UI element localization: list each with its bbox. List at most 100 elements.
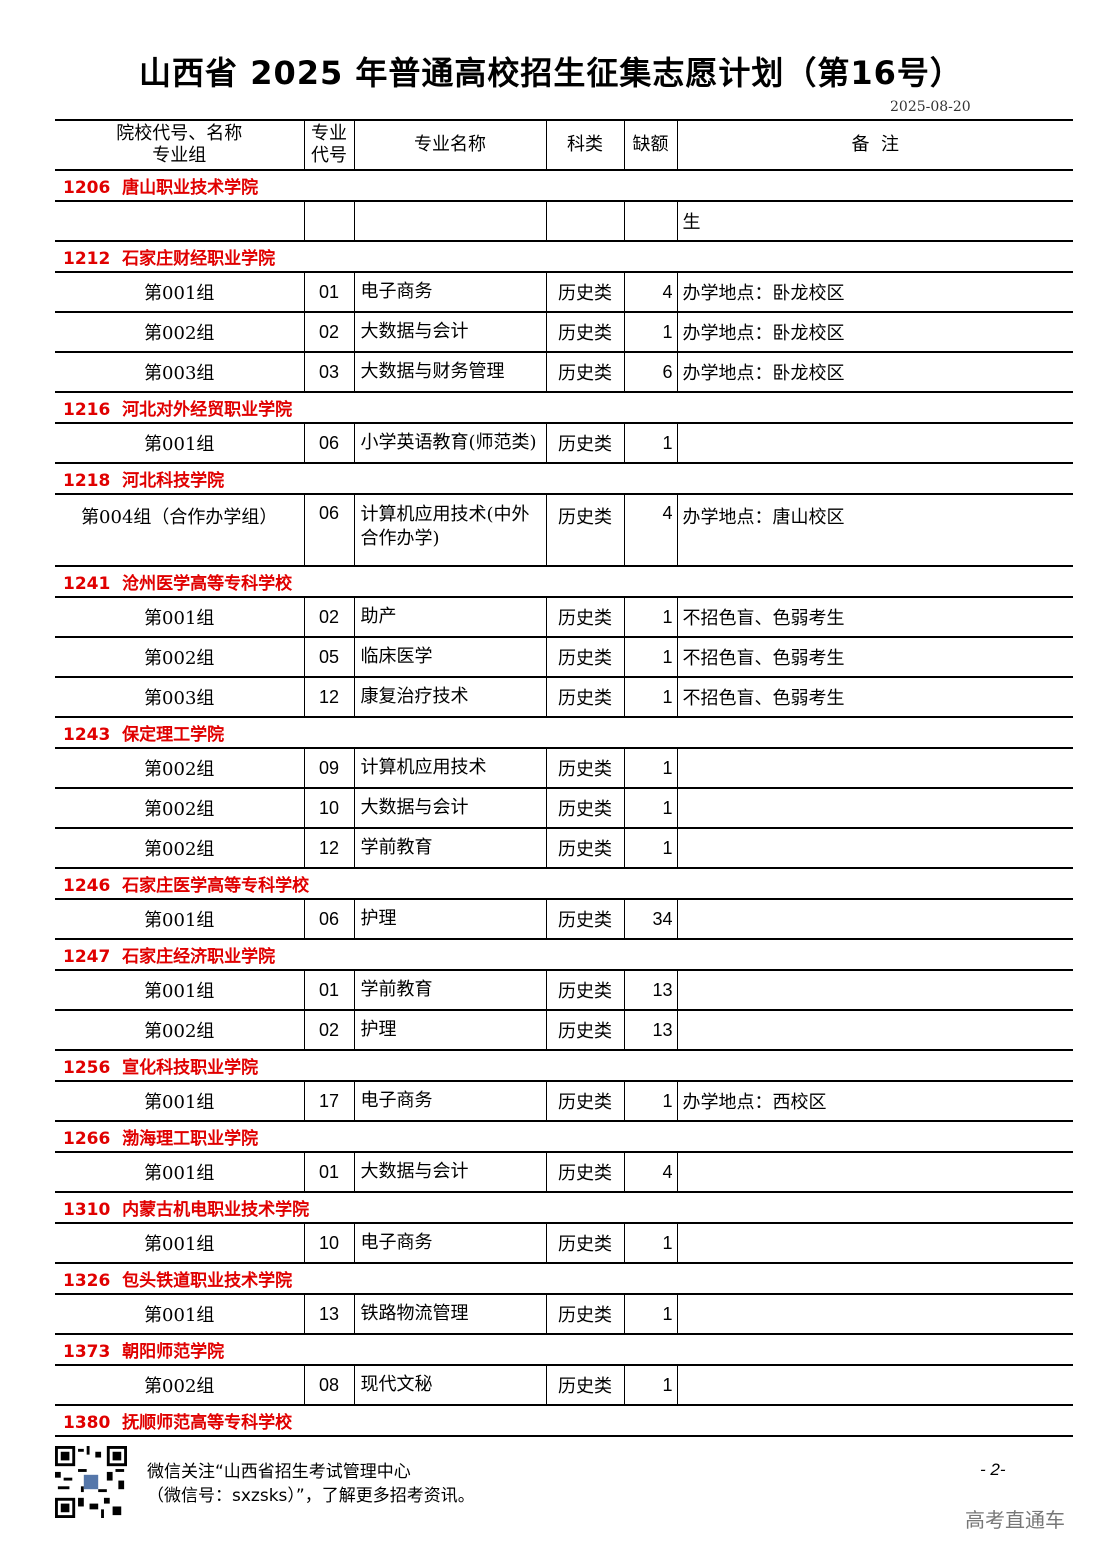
group-cell: 第001组: [55, 969, 304, 1011]
major-code-cell: 10: [303, 787, 354, 829]
col-major-code: 专业 代号: [303, 119, 354, 171]
major-name-cell: 计算机应用技术: [353, 747, 546, 789]
quota-cell: 1: [623, 311, 677, 353]
group-cell: 第002组: [55, 311, 304, 353]
table-row: 第001组 10 电子商务 历史类 1: [55, 1222, 1073, 1264]
major-code-cell: 02: [303, 596, 354, 638]
table-row: 生: [55, 200, 1073, 242]
note-cell: [676, 1293, 1073, 1335]
major-code-cell: 03: [303, 351, 354, 393]
quota-cell: 1: [623, 1293, 677, 1335]
major-name-cell: 大数据与会计: [353, 787, 546, 829]
table-row: 第002组 02 大数据与会计 历史类 1 办学地点：卧龙校区: [55, 311, 1073, 353]
category-cell: 历史类: [545, 422, 624, 464]
category-cell: 历史类: [545, 493, 624, 567]
category-cell: 历史类: [545, 351, 624, 393]
note-cell: [676, 787, 1073, 829]
table-row: 第002组 10 大数据与会计 历史类 1: [55, 787, 1073, 829]
school-header-row: 1212 石家庄财经职业学院: [55, 240, 1073, 273]
category-cell: 历史类: [545, 1222, 624, 1264]
note-cell: [676, 1364, 1073, 1406]
table-row: 第001组 01 学前教育 历史类 13: [55, 969, 1073, 1011]
category-cell: [545, 200, 624, 242]
group-cell: 第002组: [55, 747, 304, 789]
table-row: 第001组 17 电子商务 历史类 1 办学地点：西校区: [55, 1080, 1073, 1122]
header-text: 代号: [311, 145, 347, 166]
group-cell: 第003组: [55, 676, 304, 718]
quota-cell: 13: [623, 969, 677, 1011]
note-cell: [676, 1222, 1073, 1264]
school-header-row: 1247 石家庄经济职业学院: [55, 938, 1073, 971]
school-name: 1256 宣化科技职业学院: [55, 1049, 1073, 1082]
major-code-cell: 05: [303, 636, 354, 678]
note-cell: 不招色盲、色弱考生: [676, 596, 1073, 638]
school-header-row: 1310 内蒙古机电职业技术学院: [55, 1191, 1073, 1224]
group-cell: 第003组: [55, 351, 304, 393]
school-header-row: 1246 石家庄医学高等专科学校: [55, 867, 1073, 900]
quota-cell: 1: [623, 1364, 677, 1406]
note-cell: 办学地点：西校区: [676, 1080, 1073, 1122]
note-cell: [676, 827, 1073, 869]
group-cell: 第002组: [55, 787, 304, 829]
note-cell: 不招色盲、色弱考生: [676, 636, 1073, 678]
major-name-cell: 护理: [353, 1009, 546, 1051]
school-name: 1243 保定理工学院: [55, 716, 1073, 749]
header-text: 专业: [311, 123, 347, 144]
major-code-cell: 06: [303, 493, 354, 567]
enrollment-plan-table: 院校代号、名称 专业组 专业 代号 专业名称 科类 缺额 备 注 1206 唐山职业…: [55, 119, 1073, 1437]
note-cell: [676, 969, 1073, 1011]
major-name-cell: [353, 200, 546, 242]
school-name: 1246 石家庄医学高等专科学校: [55, 867, 1073, 900]
table-row: 第002组 12 学前教育 历史类 1: [55, 827, 1073, 869]
school-name: 1212 石家庄财经职业学院: [55, 240, 1073, 273]
major-code-cell: [303, 200, 354, 242]
publish-date: 2025-08-20: [890, 99, 971, 115]
group-cell: 第001组: [55, 422, 304, 464]
table-row: 第003组 03 大数据与财务管理 历史类 6 办学地点：卧龙校区: [55, 351, 1073, 393]
major-name-cell: 助产: [353, 596, 546, 638]
group-cell: 第002组: [55, 1364, 304, 1406]
table-row: 第001组 02 助产 历史类 1 不招色盲、色弱考生: [55, 596, 1073, 638]
table-row: 第002组 09 计算机应用技术 历史类 1: [55, 747, 1073, 789]
major-code-cell: 13: [303, 1293, 354, 1335]
school-header-row: 1256 宣化科技职业学院: [55, 1049, 1073, 1082]
category-cell: 历史类: [545, 1364, 624, 1406]
category-cell: 历史类: [545, 747, 624, 789]
category-cell: 历史类: [545, 676, 624, 718]
school-name: 1206 唐山职业技术学院: [55, 169, 1073, 202]
group-cell: 第001组: [55, 1222, 304, 1264]
note-cell: [676, 747, 1073, 789]
watermark-brand: 高考直通车: [965, 1508, 1065, 1532]
school-header-row: 1243 保定理工学院: [55, 716, 1073, 749]
header-text: 院校代号、名称: [116, 123, 243, 144]
major-code-cell: 09: [303, 747, 354, 789]
major-name-cell: 小学英语教育(师范类): [353, 422, 546, 464]
group-cell: 第002组: [55, 1009, 304, 1051]
category-cell: 历史类: [545, 787, 624, 829]
note-cell: 办学地点：唐山校区: [676, 493, 1073, 567]
wechat-notice-line: （微信号：sxzsks）”，了解更多招考资讯。: [147, 1486, 475, 1506]
quota-cell: 1: [623, 747, 677, 789]
school-name: 1266 渤海理工职业学院: [55, 1120, 1073, 1153]
qr-code-icon: [55, 1446, 127, 1518]
major-name-cell: 康复治疗技术: [353, 676, 546, 718]
group-cell: 第002组: [55, 636, 304, 678]
group-cell: 第001组: [55, 898, 304, 940]
quota-cell: 34: [623, 898, 677, 940]
major-name-cell: 大数据与财务管理: [353, 351, 546, 393]
major-name-cell: 大数据与会计: [353, 311, 546, 353]
table-row: 第001组 06 护理 历史类 34: [55, 898, 1073, 940]
table-header: 院校代号、名称 专业组 专业 代号 专业名称 科类 缺额 备 注: [55, 119, 1073, 171]
note-cell: 办学地点：卧龙校区: [676, 311, 1073, 353]
major-name-cell: 现代文秘: [353, 1364, 546, 1406]
school-header-row: 1206 唐山职业技术学院: [55, 169, 1073, 202]
group-cell: 第001组: [55, 271, 304, 313]
col-school: 院校代号、名称 专业组: [55, 119, 304, 171]
major-code-cell: 02: [303, 311, 354, 353]
table-row: 第001组 01 电子商务 历史类 4 办学地点：卧龙校区: [55, 271, 1073, 313]
col-category: 科类: [545, 119, 624, 171]
page-number: - 2-: [980, 1460, 1006, 1479]
quota-cell: 1: [623, 1222, 677, 1264]
category-cell: 历史类: [545, 969, 624, 1011]
quota-cell: 1: [623, 827, 677, 869]
